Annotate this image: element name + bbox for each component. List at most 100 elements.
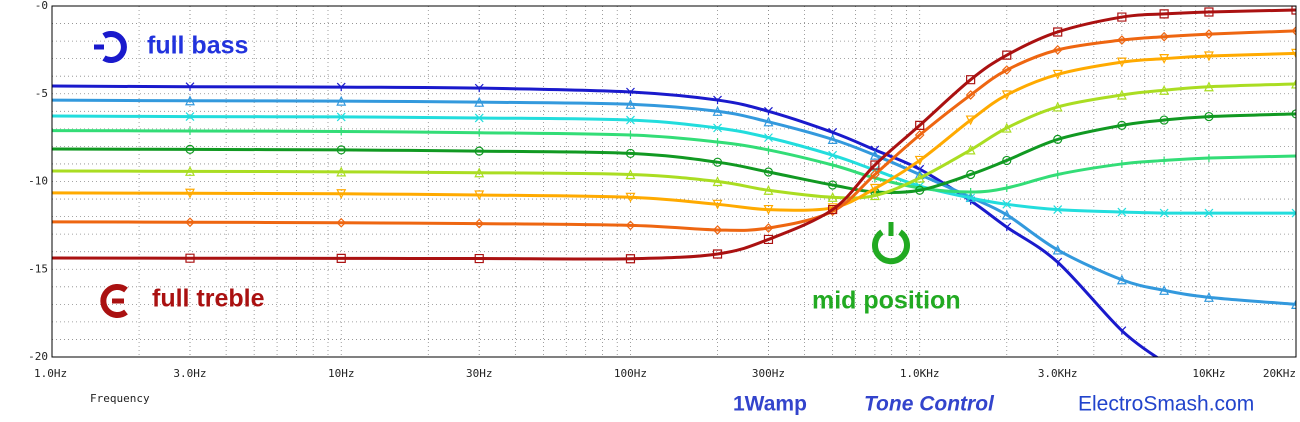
series-marker — [915, 120, 925, 130]
series-marker — [474, 96, 485, 107]
x-tick-label: 300Hz — [752, 367, 785, 380]
series-marker — [763, 204, 774, 215]
series-marker — [1291, 109, 1296, 119]
series-marker — [713, 123, 722, 133]
series-marker — [763, 116, 774, 127]
series-marker — [475, 128, 484, 137]
series-marker — [336, 145, 346, 155]
series-marker — [626, 87, 635, 96]
x-tick-label: 3.0KHz — [1038, 367, 1078, 380]
series-marker — [1117, 159, 1126, 168]
x-tick-label: 3.0Hz — [173, 367, 206, 380]
series-marker — [764, 106, 773, 116]
x-tick-label: 1.0Hz — [34, 367, 67, 380]
series-marker — [1291, 48, 1296, 59]
series-marker — [1117, 120, 1127, 130]
series-marker — [1001, 122, 1012, 133]
y-tick-label: -0 — [35, 0, 48, 12]
series-marker — [1203, 81, 1214, 92]
series-marker — [914, 155, 925, 166]
series-marker — [1204, 153, 1213, 162]
y-tick-label: -10 — [28, 175, 48, 188]
series-marker — [1159, 284, 1170, 295]
series-marker — [1117, 207, 1127, 217]
series-marker — [336, 82, 346, 92]
series-marker — [1160, 156, 1169, 165]
series-marker — [1117, 35, 1127, 45]
series-marker — [712, 176, 723, 187]
series-marker — [712, 225, 723, 235]
series-marker — [1001, 65, 1012, 75]
series-marker — [185, 253, 195, 263]
series-marker — [625, 169, 636, 180]
series-marker — [626, 115, 635, 125]
x-tick-label: 100Hz — [614, 367, 647, 380]
series-marker — [712, 157, 723, 167]
annotation: ElectroSmash.com — [1078, 393, 1254, 416]
series-marker — [869, 149, 880, 160]
knob-icon-bass — [94, 31, 127, 63]
ticks: -0 -5 -10 -15 -20 1.0Hz 3.0Hz 10Hz 30Hz 100Hz 300H… — [28, 0, 1296, 380]
series-marker — [185, 95, 195, 106]
series-marker — [336, 166, 347, 177]
knob-icon-treble — [100, 284, 128, 318]
series-marker — [625, 192, 636, 203]
series-marker — [1053, 170, 1062, 179]
series-marker — [712, 199, 723, 210]
series-marker — [1204, 111, 1214, 122]
series-line — [52, 8, 1296, 261]
series-marker — [1159, 84, 1170, 95]
y-tick-label: -5 — [35, 87, 48, 100]
series-marker — [1291, 6, 1296, 15]
series-marker — [763, 223, 774, 233]
series-marker — [1053, 205, 1063, 215]
series-marker — [1117, 326, 1127, 335]
series-marker — [1291, 208, 1296, 218]
series-marker — [827, 191, 838, 202]
x-tick-label: 20KHz — [1263, 367, 1296, 380]
series-marker — [1159, 54, 1170, 64]
series-marker — [915, 185, 925, 195]
series-marker — [914, 172, 925, 183]
series-marker — [474, 253, 484, 264]
series-marker — [1001, 209, 1012, 220]
knob-icon-mid — [872, 222, 910, 265]
series-marker — [185, 144, 195, 154]
series-marker — [870, 169, 880, 180]
series-marker — [185, 188, 195, 199]
annotation: full treble — [152, 285, 265, 313]
series-marker — [1116, 57, 1127, 68]
series-marker — [828, 204, 838, 215]
series-marker — [763, 167, 774, 177]
series-marker — [1053, 257, 1063, 267]
series-marker — [625, 254, 636, 264]
series-marker — [1159, 115, 1169, 125]
series-marker — [336, 217, 347, 228]
series-marker — [1001, 90, 1012, 101]
plot-area — [52, 6, 1296, 357]
series-marker — [764, 133, 773, 143]
x-tick-label: 1.0KHz — [900, 367, 940, 380]
series-line — [52, 112, 1296, 195]
series-marker — [712, 105, 723, 116]
series-marker — [474, 167, 485, 178]
plot-frame — [51, 5, 1297, 358]
series-marker — [1052, 45, 1063, 55]
series-marker — [1052, 69, 1063, 80]
series-marker — [869, 190, 880, 201]
series-marker — [474, 146, 484, 156]
series-marker — [1291, 78, 1296, 89]
series-marker — [336, 112, 346, 122]
series-marker — [713, 138, 722, 147]
series-marker — [1002, 199, 1012, 209]
series-marker — [626, 130, 635, 139]
y-tick-label: -20 — [28, 350, 48, 363]
series-marker — [1159, 208, 1169, 218]
series-marker — [1002, 222, 1012, 232]
series-marker — [1002, 183, 1011, 192]
series-marker — [185, 217, 195, 228]
series-marker — [828, 150, 838, 160]
series-marker — [474, 218, 485, 229]
series-marker — [337, 127, 346, 136]
series-marker — [828, 180, 838, 190]
